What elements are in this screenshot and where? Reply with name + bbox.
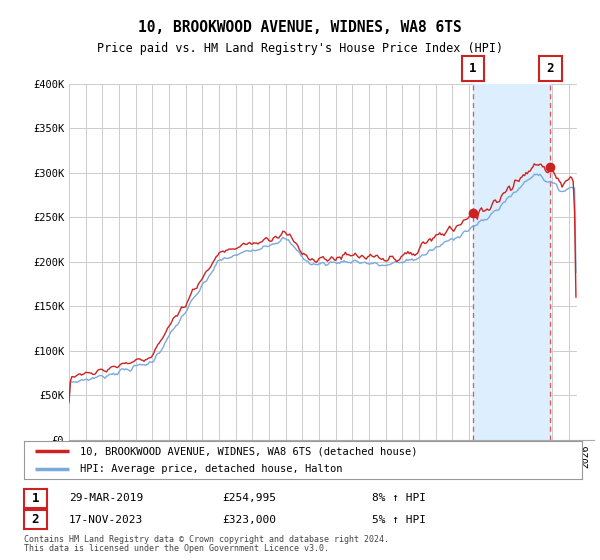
Text: This data is licensed under the Open Government Licence v3.0.: This data is licensed under the Open Gov… — [24, 544, 329, 553]
Text: 1: 1 — [32, 492, 39, 505]
Text: 10, BROOKWOOD AVENUE, WIDNES, WA8 6TS (detached house): 10, BROOKWOOD AVENUE, WIDNES, WA8 6TS (d… — [80, 446, 418, 456]
Text: 8% ↑ HPI: 8% ↑ HPI — [372, 493, 426, 503]
Text: 2: 2 — [547, 62, 554, 75]
Bar — [577, 84, 594, 440]
Text: 1: 1 — [469, 62, 477, 75]
Text: 5% ↑ HPI: 5% ↑ HPI — [372, 515, 426, 525]
Text: HPI: Average price, detached house, Halton: HPI: Average price, detached house, Halt… — [80, 464, 342, 474]
Text: 17-NOV-2023: 17-NOV-2023 — [69, 515, 143, 525]
Text: 2: 2 — [32, 513, 39, 526]
Text: Contains HM Land Registry data © Crown copyright and database right 2024.: Contains HM Land Registry data © Crown c… — [24, 534, 389, 544]
Bar — [577, 84, 594, 440]
Text: 29-MAR-2019: 29-MAR-2019 — [69, 493, 143, 503]
Bar — [473, 84, 550, 440]
Text: £323,000: £323,000 — [222, 515, 276, 525]
Text: £254,995: £254,995 — [222, 493, 276, 503]
Text: 10, BROOKWOOD AVENUE, WIDNES, WA8 6TS: 10, BROOKWOOD AVENUE, WIDNES, WA8 6TS — [138, 20, 462, 35]
Text: Price paid vs. HM Land Registry's House Price Index (HPI): Price paid vs. HM Land Registry's House … — [97, 42, 503, 55]
